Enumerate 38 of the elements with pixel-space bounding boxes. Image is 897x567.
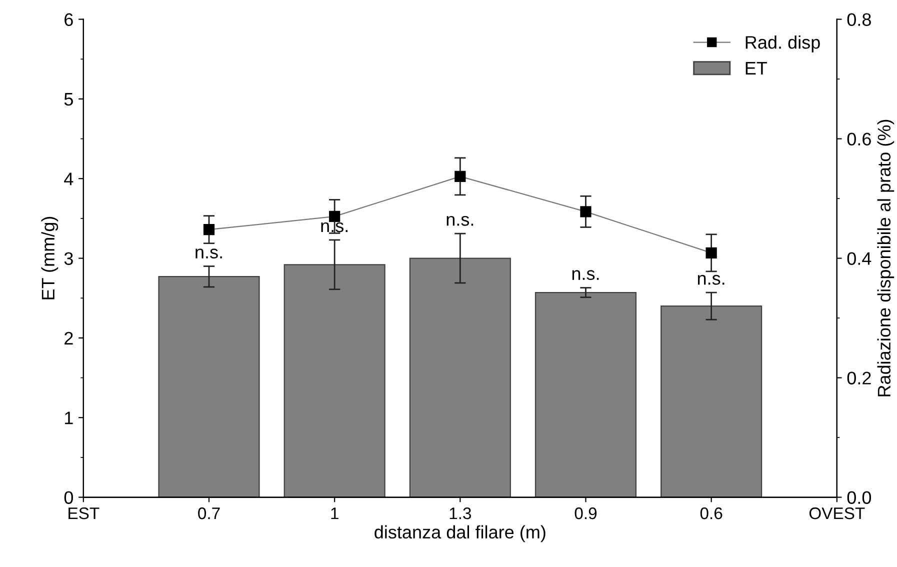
x-tick-label: 1.3 [450, 507, 472, 520]
point [580, 206, 592, 218]
y-tick-label: 0 [64, 491, 73, 504]
bar [158, 276, 260, 498]
annotation: n.s. [572, 270, 599, 280]
annotation: n.s. [698, 274, 724, 285]
y2-tick-label: 0.0 [847, 491, 872, 504]
y2-tick-label: 0.2 [847, 372, 871, 384]
y-axis-title: ET (mm/g) [41, 216, 58, 300]
point [706, 247, 717, 258]
y2-tick-label: 0.6 [847, 132, 871, 146]
legend-label: ET [746, 62, 768, 74]
annotation: n.s. [196, 248, 222, 258]
point [329, 210, 340, 222]
y-tick-label: 5 [64, 93, 73, 106]
y-tick-label: 2 [64, 332, 73, 344]
bar [660, 306, 762, 498]
point [203, 224, 215, 236]
bar [534, 292, 637, 498]
x-axis-title: distanza dal filare (m) [374, 525, 546, 542]
x-tick-label: OVEST [809, 507, 865, 520]
y2-axis-title: Radiazione disponibile al prato (%) [877, 120, 894, 396]
x-tick-label: 0.6 [700, 507, 722, 520]
y-tick-label: 6 [64, 13, 73, 26]
y-tick-label: 3 [64, 252, 73, 265]
annotation: n.s. [446, 216, 474, 226]
x-tick-label: 0.9 [574, 507, 597, 520]
bar [284, 264, 386, 498]
y-tick-label: 1 [65, 412, 73, 424]
bar [409, 258, 511, 498]
y-tick-label: 4 [64, 172, 74, 186]
y2-tick-label: 0.4 [847, 252, 872, 265]
point [454, 170, 466, 182]
x-tick-label: 0.7 [198, 507, 220, 520]
y2-tick-label: 0.8 [847, 13, 871, 26]
legend-label: Rad. disp [746, 36, 820, 52]
x-tick-label: 1 [331, 508, 338, 520]
x-tick-label: EST [68, 507, 100, 520]
